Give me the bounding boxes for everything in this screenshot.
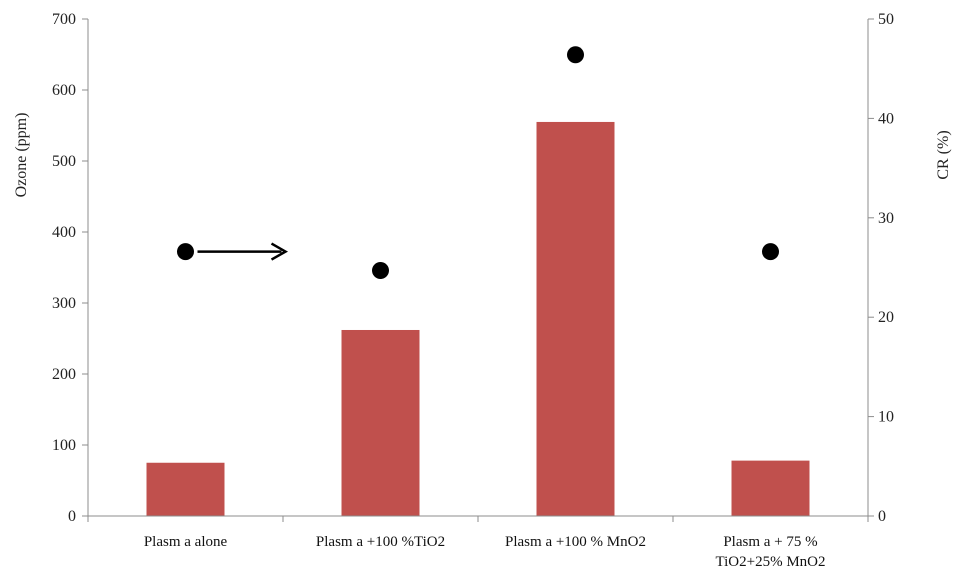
y2-tick-label: 50 bbox=[878, 11, 894, 28]
x-tick-label: Plasm a + 75 % bbox=[723, 534, 817, 550]
bar-series bbox=[146, 121, 810, 516]
y-tick-label: 500 bbox=[52, 153, 76, 170]
y-tick-label: 200 bbox=[52, 366, 76, 383]
y2-axis-title: CR (%) bbox=[935, 130, 952, 179]
y2-tick-label: 30 bbox=[878, 210, 894, 227]
axes: 0 100 200 300 400 500 600 700 0 10 20 30 40 50 Plasm a… bbox=[52, 11, 894, 570]
point-series bbox=[177, 46, 779, 279]
y2-tick-label: 0 bbox=[878, 508, 886, 525]
y-tick-label: 400 bbox=[52, 224, 76, 241]
bar-3 bbox=[536, 121, 615, 516]
bar-2 bbox=[341, 329, 420, 516]
bar-1 bbox=[146, 462, 225, 516]
y-axis-title: Ozone (ppm) bbox=[13, 113, 30, 198]
arrow-head bbox=[270, 242, 289, 261]
annotations bbox=[197, 242, 289, 261]
y2-tick-label: 40 bbox=[878, 110, 894, 127]
point-4 bbox=[762, 243, 779, 261]
y-tick-label: 0 bbox=[68, 508, 76, 525]
x-tick-label: TiO2+25% MnO2 bbox=[715, 554, 825, 570]
x-tick-label: Plasm a +100 % MnO2 bbox=[505, 534, 646, 550]
x-tick-label: Plasm a +100 %TiO2 bbox=[316, 534, 445, 550]
y2-tick-label: 20 bbox=[878, 309, 894, 326]
point-1 bbox=[177, 243, 194, 261]
y-tick-label: 600 bbox=[52, 82, 76, 99]
x-tick-label: Plasm a alone bbox=[144, 534, 228, 550]
y2-tick-label: 10 bbox=[878, 409, 894, 426]
point-2 bbox=[372, 261, 389, 279]
point-3 bbox=[567, 46, 584, 64]
bar-4 bbox=[731, 460, 810, 516]
y-tick-label: 300 bbox=[52, 295, 76, 312]
y-tick-label: 700 bbox=[52, 11, 76, 28]
y-tick-label: 100 bbox=[52, 437, 76, 454]
